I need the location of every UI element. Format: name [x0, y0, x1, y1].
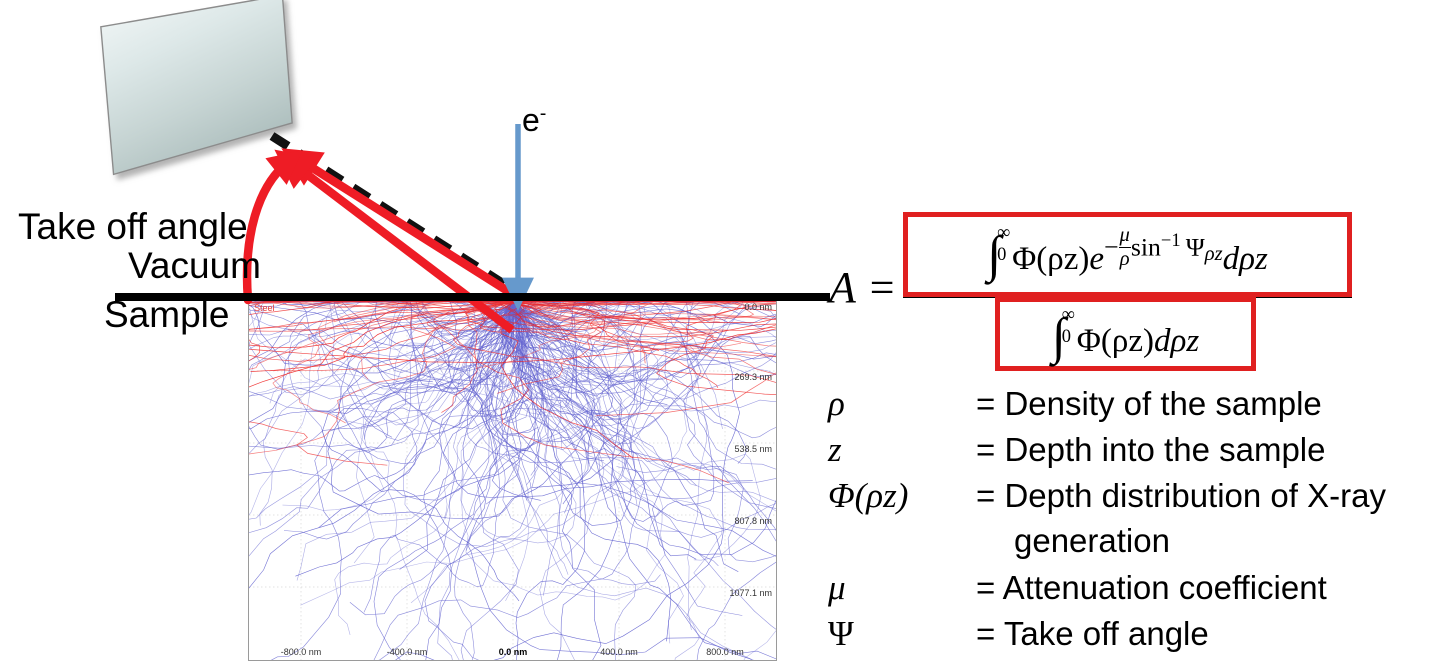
detector-crystal — [100, 0, 293, 176]
definition-symbol: μ — [828, 568, 846, 607]
backscattered-electron-trajectories — [249, 299, 776, 484]
electron-symbol: e — [522, 102, 540, 138]
x-tick-4: 800.0 nm — [706, 647, 744, 657]
electron-beam-label: e- — [522, 102, 547, 138]
definition-row: Ψ = Take off angle — [828, 614, 1386, 660]
definition-text: = Depth distribution of X-ray — [976, 477, 1386, 514]
trajectory-canvas — [249, 299, 776, 660]
plot-material-label: Steel — [254, 303, 275, 313]
integral-sign-den: ∫ — [1051, 307, 1066, 365]
rhoz-term: ρz — [1204, 242, 1223, 265]
y-tick-0: 0.0 nm — [744, 302, 772, 312]
sin-inverse-power: −1 — [1160, 230, 1181, 252]
vacuum-label: Vacuum — [128, 245, 261, 286]
sin-function: sin — [1130, 232, 1161, 262]
integral-limits-num: ∞ 0 — [997, 222, 1011, 264]
e-term: e — [1089, 240, 1105, 277]
x-tick-0: -800.0 nm — [280, 647, 322, 657]
x-tick-3: 400.0 nm — [600, 647, 638, 657]
y-tick-1: 269.3 nm — [734, 372, 772, 382]
plot-gridlines — [249, 299, 776, 660]
exponent-group: − μ ρ sin−1 Ψρz — [1104, 224, 1223, 271]
take-off-angle-label: Take off angle — [18, 206, 248, 247]
equation-equals: = — [866, 263, 897, 312]
y-tick-3: 807.8 nm — [734, 516, 772, 526]
equation-denominator-box: ∫ ∞ 0 Φ(ρz)dρz — [995, 297, 1256, 371]
definition-text: = Depth into the sample — [976, 431, 1326, 468]
x-tick-2: 0.0 nm — [498, 647, 528, 657]
differential-den: dρz — [1154, 322, 1200, 359]
equation-denominator: ∫ ∞ 0 Φ(ρz)dρz — [1051, 304, 1200, 365]
definition-symbol: Ψ — [828, 614, 854, 653]
equation-numerator: ∫ ∞ 0 Φ(ρz)e− μ ρ sin−1 Ψρzdρz — [987, 222, 1268, 287]
definition-row: ρ = Density of the sample — [828, 384, 1386, 430]
integral-sign-num: ∫ — [987, 225, 1002, 283]
definition-symbol: z — [828, 430, 842, 469]
phi-term-num: Φ(ρz) — [1012, 240, 1090, 277]
equation-lhs-symbol: A — [829, 263, 856, 312]
definition-symbol: Φ(ρz) — [828, 476, 909, 515]
phi-term-den: Φ(ρz) — [1076, 322, 1155, 359]
differential-num: dρz — [1222, 240, 1268, 277]
sample-label: Sample — [104, 294, 230, 335]
definition-row: z = Depth into the sample — [828, 430, 1386, 476]
monte-carlo-simulation-plot: Steel — [248, 299, 777, 661]
integral-limits-den: ∞ 0 — [1061, 304, 1075, 346]
primary-electron-trajectories — [249, 299, 776, 660]
definition-symbol: ρ — [828, 384, 845, 423]
electron-charge-sign: - — [539, 102, 547, 125]
psi-term: Ψ — [1185, 232, 1205, 262]
definition-row: μ = Attenuation coefficient — [828, 568, 1386, 614]
definition-text: = Density of the sample — [976, 385, 1322, 422]
equation-numerator-box: ∫ ∞ 0 Φ(ρz)e− μ ρ sin−1 Ψρzdρz — [903, 212, 1352, 297]
x-tick-1: -400.0 nm — [386, 647, 428, 657]
surface-normal-reference-dashed — [269, 132, 527, 301]
definition-text: = Take off angle — [976, 615, 1209, 652]
y-tick-2: 538.5 nm — [734, 444, 772, 454]
definition-continuation: generation — [1014, 522, 1170, 559]
symbol-definitions-list: ρ = Density of the sample z = Depth into… — [828, 384, 1386, 660]
equation-lhs: A = — [829, 262, 897, 313]
y-tick-4: 1077.1 nm — [729, 588, 772, 598]
definition-row: Φ(ρz) = Depth distribution of X-ray — [828, 476, 1386, 522]
definition-text: = Attenuation coefficient — [976, 569, 1327, 606]
